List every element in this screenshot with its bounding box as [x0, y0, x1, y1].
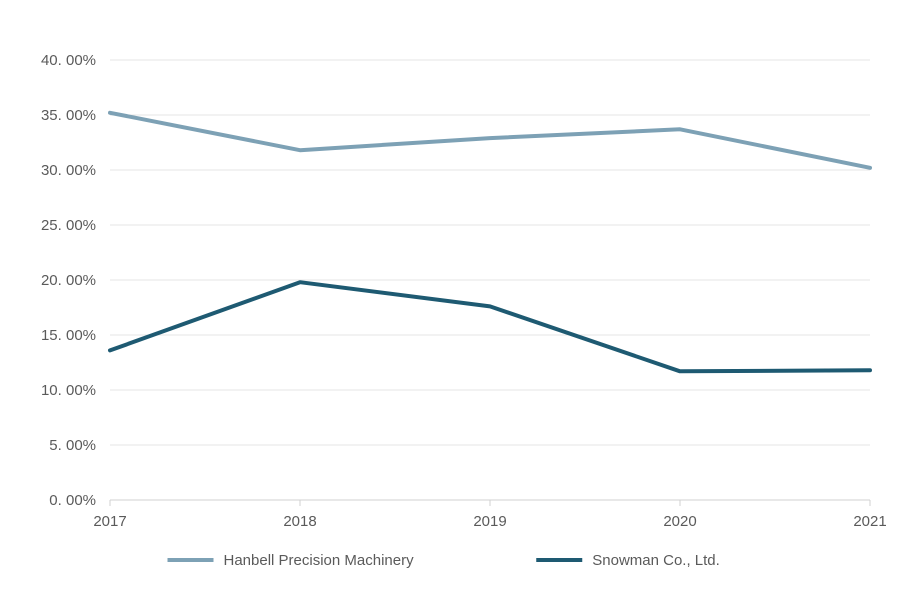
y-tick-label: 25. 00%	[41, 217, 96, 234]
chart-svg: 0. 00% 5. 00% 10. 00% 15. 00% 20. 00% 25. 00%…	[0, 0, 900, 600]
y-tick-label: 10. 00%	[41, 382, 96, 399]
line-chart: 0. 00% 5. 00% 10. 00% 15. 00% 20. 00% 25. 00%…	[0, 0, 900, 600]
x-tick-label: 2019	[473, 513, 506, 530]
y-tick-label: 30. 00%	[41, 162, 96, 179]
x-tick-label: 2017	[93, 513, 126, 530]
x-tick-label: 2018	[283, 513, 316, 530]
y-tick-label: 0. 00%	[49, 492, 96, 509]
x-tick-label: 2021	[853, 513, 886, 530]
y-tick-label: 5. 00%	[49, 437, 96, 454]
legend-label: Snowman Co., Ltd.	[592, 552, 720, 569]
y-tick-label: 15. 00%	[41, 327, 96, 344]
y-tick-label: 40. 00%	[41, 52, 96, 69]
y-tick-label: 20. 00%	[41, 272, 96, 289]
legend-label: Hanbell Precision Machinery	[224, 552, 415, 569]
y-tick-label: 35. 00%	[41, 107, 96, 124]
x-tick-label: 2020	[663, 513, 696, 530]
